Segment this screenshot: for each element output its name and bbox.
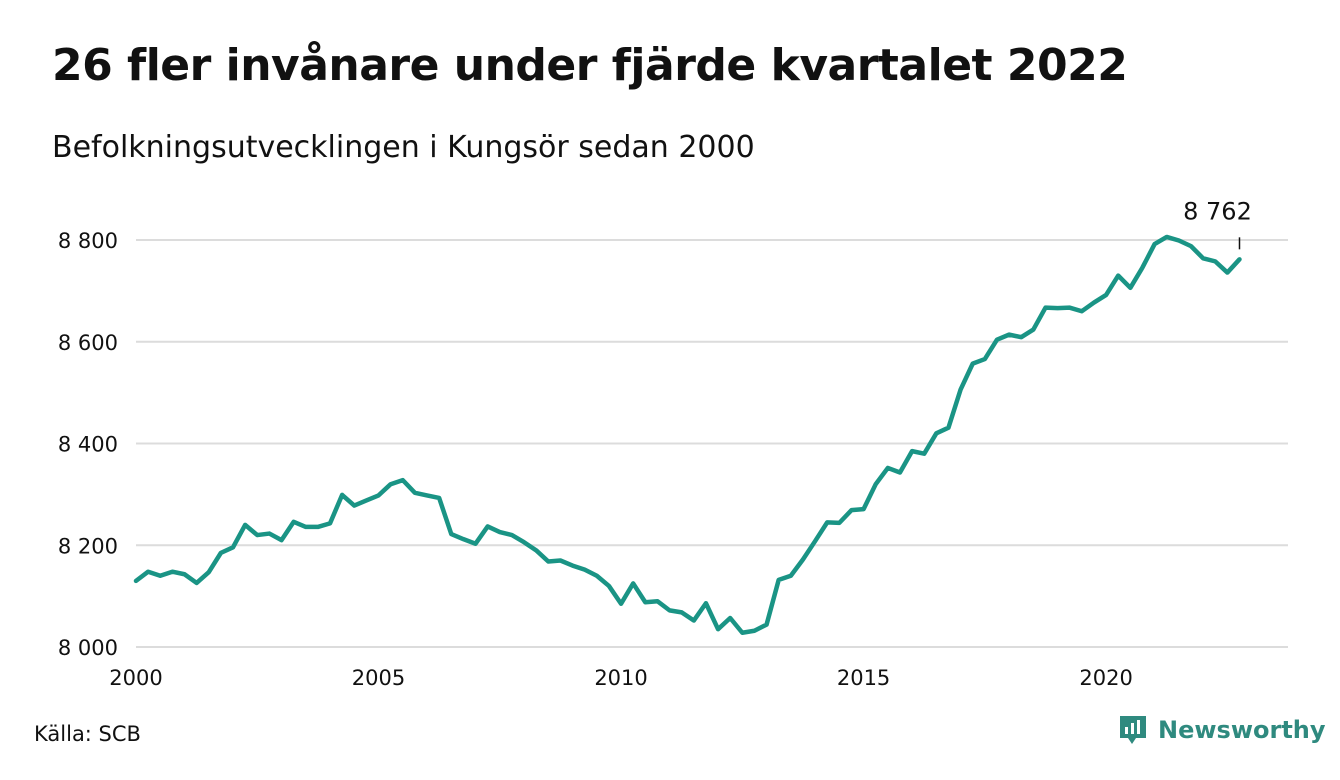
source-note: Källa: SCB [34,722,141,746]
x-tick-label: 2020 [1079,666,1132,690]
chart-subtitle: Befolkningsutvecklingen i Kungsör sedan … [52,130,755,165]
y-axis: 8 000 8 200 8 400 8 600 8 800 [58,229,118,660]
annotation-label: 8 762 [1183,197,1252,225]
brand-logo: Newsworthy [1118,714,1326,746]
y-tick-label: 8 800 [58,229,118,253]
grid-lines [136,239,1288,648]
y-tick-label: 8 600 [58,331,118,355]
series-line-0 [133,234,1242,635]
y-tick-label: 8 400 [58,433,118,457]
x-tick-label: 2015 [837,666,890,690]
annotation-group: 8 762 [1183,197,1252,250]
y-tick-label: 8 000 [58,636,118,660]
x-tick-label: 2010 [594,666,647,690]
x-tick-label: 2000 [109,666,162,690]
series-group [133,234,1242,635]
x-axis: 2000 2005 2010 2015 2020 [109,666,1133,690]
chart-title: 26 fler invånare under fjärde kvartalet … [52,40,1128,91]
x-tick-label: 2005 [352,666,405,690]
newsworthy-logo-icon [1120,716,1146,744]
y-tick-label: 8 200 [58,534,118,558]
brand-name: Newsworthy [1158,716,1326,744]
